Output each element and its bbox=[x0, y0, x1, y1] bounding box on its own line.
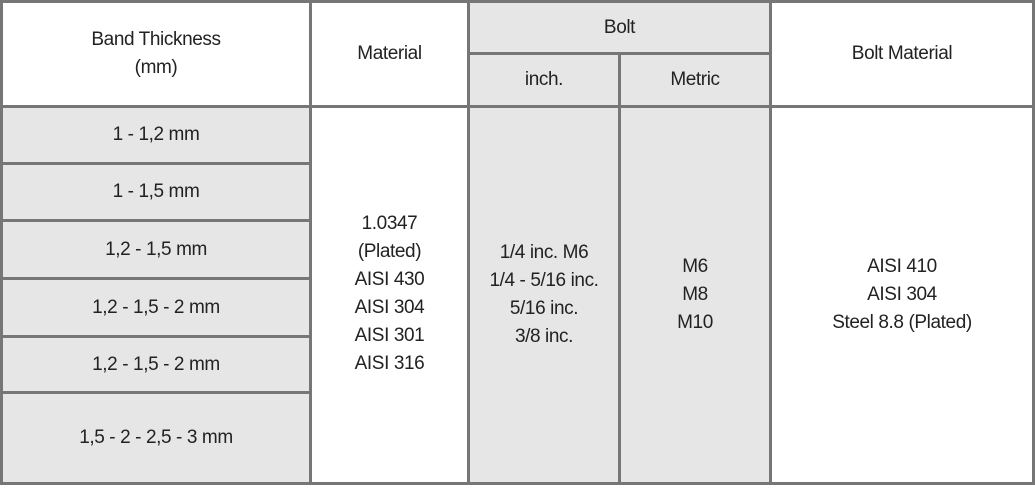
bolt-inch-item: 1/4 - 5/16 inc. bbox=[489, 270, 599, 291]
header-band-thickness-line2: (mm) bbox=[134, 57, 178, 78]
header-bolt: Bolt bbox=[470, 3, 769, 52]
bolt-material-item: Steel 8.8 (Plated) bbox=[832, 312, 972, 333]
bolt-material-cell: AISI 410 AISI 304 Steel 8.8 (Plated) bbox=[772, 108, 1032, 482]
header-inch: inch. bbox=[470, 55, 618, 105]
header-bolt-material: Bolt Material bbox=[772, 3, 1032, 105]
header-material: Material bbox=[312, 3, 467, 105]
bolt-inch-cell: 1/4 inc. M6 1/4 - 5/16 inc. 5/16 inc. 3/… bbox=[470, 108, 618, 482]
material-item: (Plated) bbox=[357, 241, 422, 262]
material-item: 1.0347 bbox=[361, 213, 418, 234]
band-thickness-cell: 1,2 - 1,5 - 2 mm bbox=[3, 338, 309, 391]
bolt-inch-item: 1/4 inc. M6 bbox=[499, 242, 589, 263]
bolt-metric-item: M6 bbox=[682, 256, 708, 277]
header-metric: Metric bbox=[621, 55, 769, 105]
material-item: AISI 430 bbox=[354, 269, 425, 290]
header-band-thickness-line1: Band Thickness bbox=[91, 29, 221, 50]
band-thickness-cell: 1,2 - 1,5 - 2 mm bbox=[3, 280, 309, 335]
bolt-metric-item: M8 bbox=[682, 284, 708, 305]
material-item: AISI 316 bbox=[354, 353, 425, 374]
bolt-inch-item: 3/8 inc. bbox=[514, 326, 574, 347]
header-band-thickness: Band Thickness (mm) bbox=[3, 3, 309, 105]
band-thickness-cell: 1 - 1,2 mm bbox=[3, 108, 309, 162]
bolt-metric-item: M10 bbox=[677, 312, 713, 333]
bolt-material-item: AISI 410 bbox=[867, 256, 937, 277]
material-cell: 1.0347 (Plated) AISI 430 AISI 304 AISI 3… bbox=[312, 108, 467, 482]
band-thickness-cell: 1,5 - 2 - 2,5 - 3 mm bbox=[3, 394, 309, 482]
bolt-material-item: AISI 304 bbox=[867, 284, 937, 305]
bolt-inch-item: 5/16 inc. bbox=[509, 298, 579, 319]
band-thickness-cell: 1,2 - 1,5 mm bbox=[3, 222, 309, 277]
bolt-metric-cell: M6 M8 M10 bbox=[621, 108, 769, 482]
band-thickness-cell: 1 - 1,5 mm bbox=[3, 165, 309, 219]
material-item: AISI 304 bbox=[354, 297, 425, 318]
material-item: AISI 301 bbox=[354, 325, 425, 346]
